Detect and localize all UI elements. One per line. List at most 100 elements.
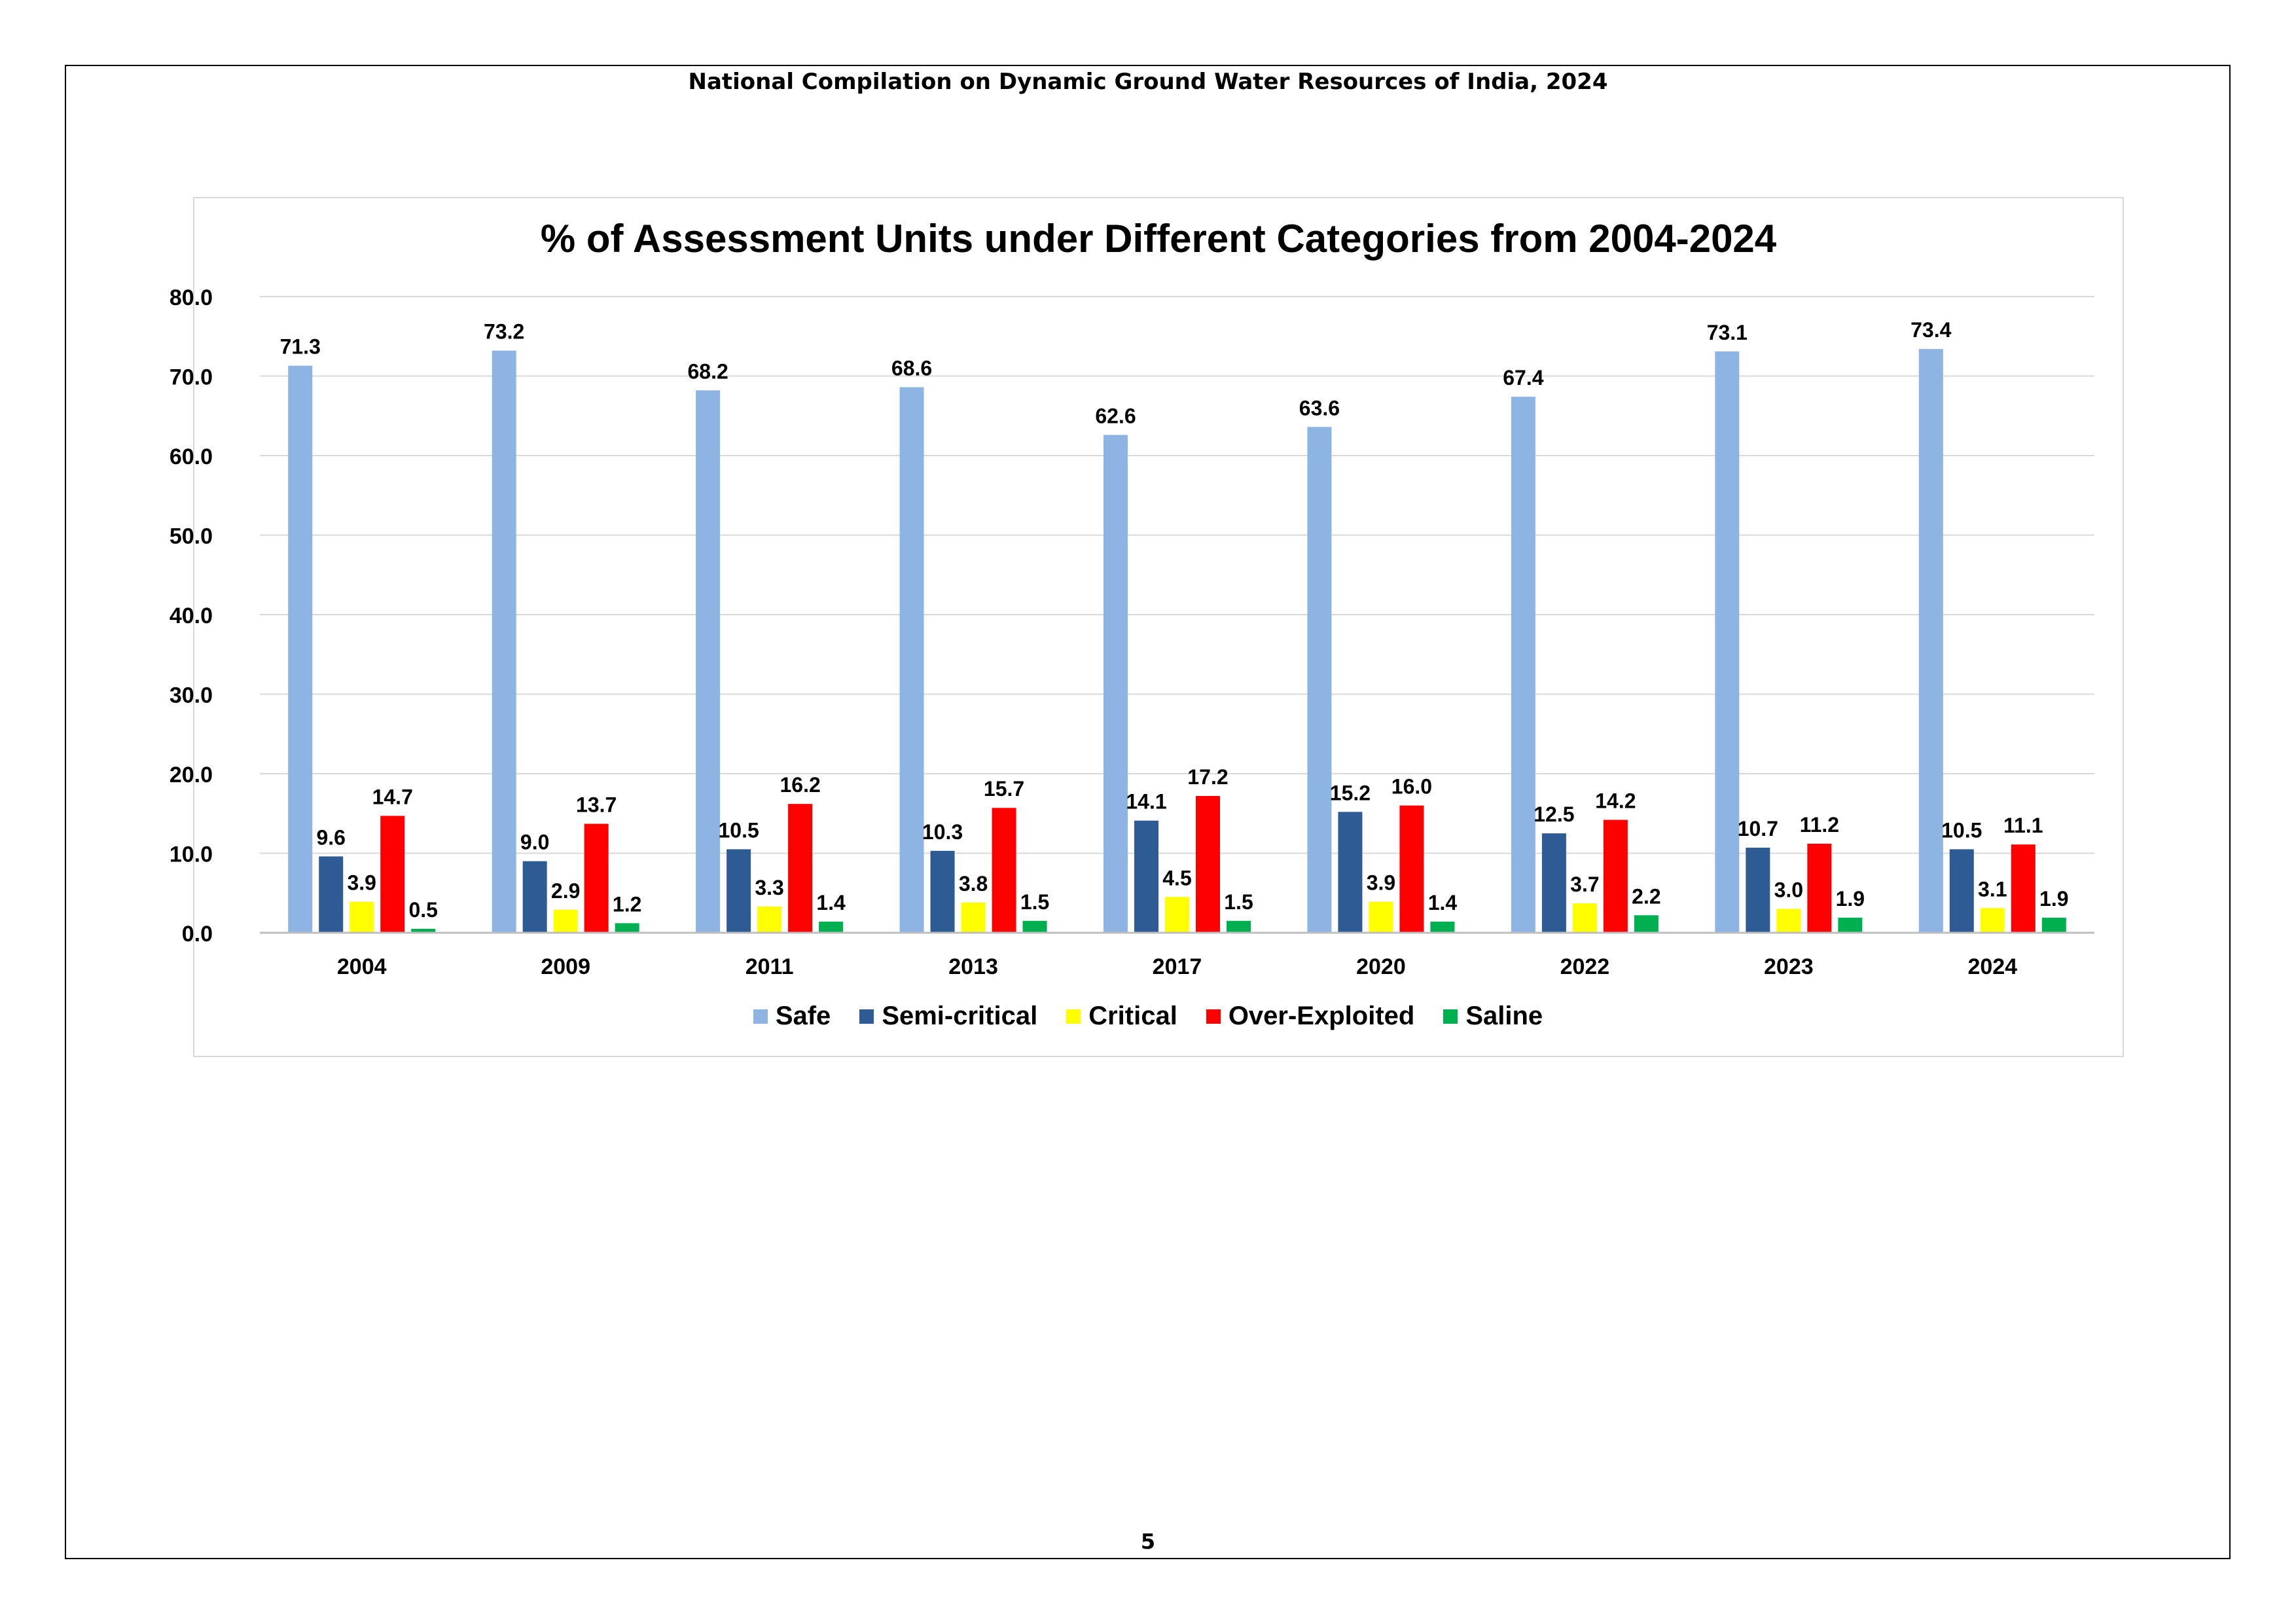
x-tick-label: 2020 (1356, 954, 1406, 979)
bar-safe (288, 365, 313, 933)
data-label: 2.9 (551, 879, 580, 903)
bar-semi-critical (319, 856, 344, 933)
data-label: 63.6 (1299, 396, 1340, 420)
bar-semi-critical (1949, 849, 1974, 933)
data-label: 73.2 (484, 320, 524, 344)
bar-saline (2041, 917, 2066, 933)
bar-critical (1165, 897, 1189, 933)
data-label: 10.5 (718, 818, 759, 842)
bar-semi-critical (726, 849, 751, 933)
data-label: 3.9 (1367, 871, 1395, 895)
bar-safe (1918, 349, 1943, 933)
bar-critical (350, 901, 374, 933)
data-label: 1.9 (2039, 887, 2068, 911)
data-label: 3.1 (1978, 877, 2007, 901)
data-label: 68.6 (891, 357, 932, 380)
bar-over-exploited (992, 808, 1016, 933)
data-label: 1.4 (816, 891, 846, 914)
y-tick-label: 10.0 (170, 842, 213, 867)
data-label: 3.8 (959, 872, 988, 895)
data-label: 11.2 (1800, 813, 1840, 837)
legend-item: Semi-critical (859, 1001, 1037, 1031)
x-tick-label: 2022 (1560, 954, 1610, 979)
data-label: 9.0 (520, 831, 549, 854)
bar-saline (1430, 921, 1455, 933)
bar-over-exploited (1399, 805, 1424, 933)
x-tick-label: 2013 (948, 954, 998, 979)
bar-safe (1715, 351, 1740, 933)
bar-critical (1776, 909, 1801, 933)
legend-swatch (1206, 1009, 1221, 1024)
data-label: 15.7 (984, 777, 1024, 801)
x-tick-label: 2009 (541, 954, 590, 979)
legend-item: Critical (1066, 1001, 1177, 1031)
legend-label: Critical (1088, 1001, 1177, 1030)
data-label: 14.1 (1126, 790, 1166, 814)
bar-over-exploited (788, 804, 813, 933)
data-label: 17.2 (1187, 765, 1228, 789)
bar-critical (1572, 903, 1597, 933)
data-label: 9.6 (316, 825, 345, 849)
data-label: 1.9 (1836, 887, 1865, 911)
data-label: 73.1 (1707, 321, 1748, 344)
data-label: 1.5 (1224, 890, 1253, 914)
bar-semi-critical (930, 850, 955, 933)
legend-label: Over-Exploited (1228, 1001, 1415, 1030)
bars-layer (288, 349, 2066, 933)
bar-saline (1634, 915, 1659, 933)
bar-over-exploited (1196, 796, 1220, 933)
data-label: 14.7 (372, 785, 413, 808)
bar-semi-critical (1746, 847, 1770, 933)
bar-saline (1227, 920, 1251, 933)
data-label: 10.5 (1941, 818, 1982, 842)
bar-saline (615, 923, 639, 933)
bar-over-exploited (1603, 820, 1628, 933)
data-label: 73.4 (1910, 318, 1951, 342)
x-tick-label: 2024 (1967, 954, 2017, 979)
bar-semi-critical (1541, 833, 1566, 933)
legend-label: Safe (775, 1001, 831, 1030)
bar-over-exploited (584, 823, 609, 933)
data-label: 2.2 (1632, 884, 1660, 908)
legend-swatch (753, 1009, 768, 1024)
legend-label: Semi-critical (882, 1001, 1038, 1030)
data-label: 13.7 (576, 793, 617, 817)
data-label: 1.5 (1020, 890, 1049, 914)
x-tick-label: 2017 (1153, 954, 1202, 979)
data-label: 3.0 (1774, 878, 1803, 902)
y-tick-label: 50.0 (170, 524, 213, 549)
legend-swatch (1066, 1009, 1081, 1024)
legend-swatch (1443, 1009, 1458, 1024)
legend-item: Over-Exploited (1206, 1001, 1415, 1031)
bar-safe (492, 350, 516, 933)
data-label: 3.7 (1570, 873, 1599, 896)
legend-label: Saline (1465, 1001, 1543, 1030)
chart-legend: Safe Semi-critical Critical Over-Exploited S… (0, 1001, 2296, 1031)
data-label: 12.5 (1534, 803, 1574, 826)
y-tick-label: 20.0 (170, 763, 213, 787)
bar-saline (1838, 917, 1863, 933)
y-tick-label: 30.0 (170, 683, 213, 708)
page-number: 5 (1140, 1529, 1156, 1554)
data-label: 1.4 (1428, 891, 1458, 914)
bar-safe (1103, 435, 1128, 933)
bar-critical (553, 909, 578, 933)
data-label: 16.0 (1391, 775, 1432, 799)
axis-layer: 0.0 10.0 20.0 30.0 40.0 50.0 60.0 70.0 80.0 2004 2… (170, 285, 2094, 979)
data-label: 68.2 (687, 359, 728, 383)
bar-critical (757, 906, 782, 933)
data-label: 16.2 (780, 773, 820, 797)
bar-safe (1511, 397, 1535, 933)
bar-semi-critical (522, 861, 547, 933)
bar-safe (1307, 427, 1332, 933)
grid-layer (260, 296, 2094, 854)
legend-item: Saline (1443, 1001, 1543, 1031)
bar-critical (961, 902, 986, 933)
data-label: 71.3 (280, 335, 321, 359)
bar-over-exploited (2011, 844, 2036, 933)
chart-title: % of Assessment Units under Different Ca… (541, 217, 1777, 261)
data-label: 10.7 (1738, 817, 1778, 840)
data-label: 10.3 (922, 820, 963, 844)
page-header: National Compilation on Dynamic Ground W… (688, 69, 1608, 95)
